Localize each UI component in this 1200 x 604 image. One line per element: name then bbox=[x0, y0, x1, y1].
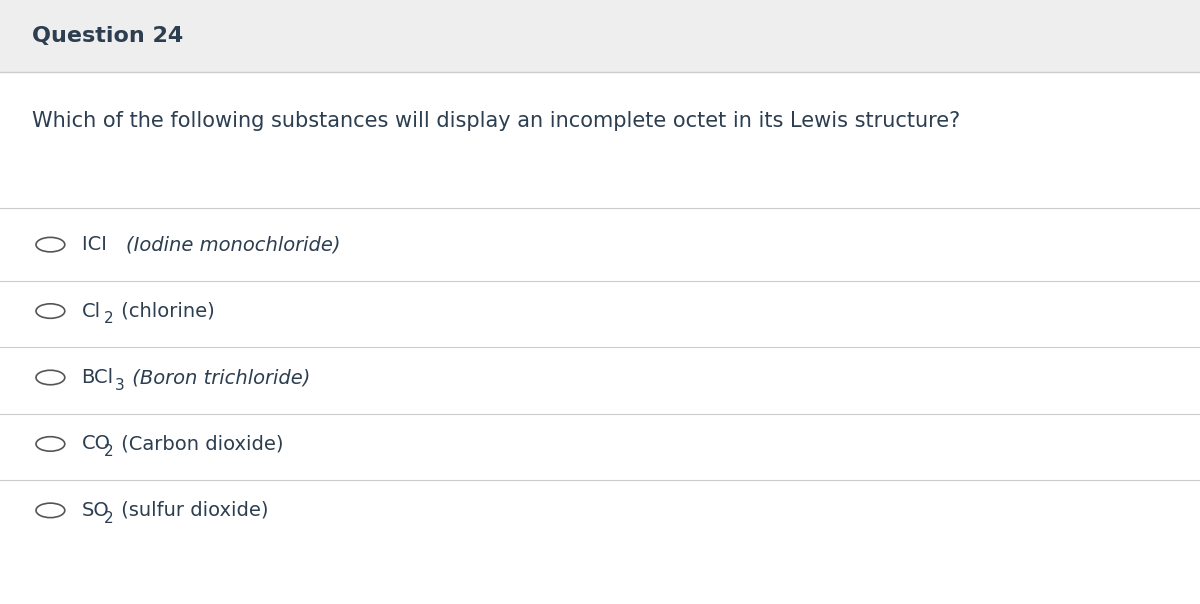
Text: 2: 2 bbox=[104, 445, 114, 459]
Text: BCl: BCl bbox=[82, 368, 114, 387]
Text: (Iodine monochloride): (Iodine monochloride) bbox=[126, 235, 341, 254]
Text: (sulfur dioxide): (sulfur dioxide) bbox=[115, 501, 269, 520]
Text: (Carbon dioxide): (Carbon dioxide) bbox=[115, 434, 283, 454]
Text: ICI: ICI bbox=[82, 235, 113, 254]
Text: (chlorine): (chlorine) bbox=[115, 301, 215, 321]
Text: Cl: Cl bbox=[82, 301, 101, 321]
Text: 2: 2 bbox=[104, 312, 114, 326]
Text: 2: 2 bbox=[104, 511, 114, 525]
FancyBboxPatch shape bbox=[0, 0, 1200, 72]
Text: SO: SO bbox=[82, 501, 109, 520]
Text: (Boron trichloride): (Boron trichloride) bbox=[126, 368, 311, 387]
Text: 3: 3 bbox=[115, 378, 125, 393]
Text: CO: CO bbox=[82, 434, 110, 454]
Text: Question 24: Question 24 bbox=[32, 26, 184, 47]
Text: Which of the following substances will display an incomplete octet in its Lewis : Which of the following substances will d… bbox=[32, 111, 961, 131]
FancyBboxPatch shape bbox=[0, 72, 1200, 604]
